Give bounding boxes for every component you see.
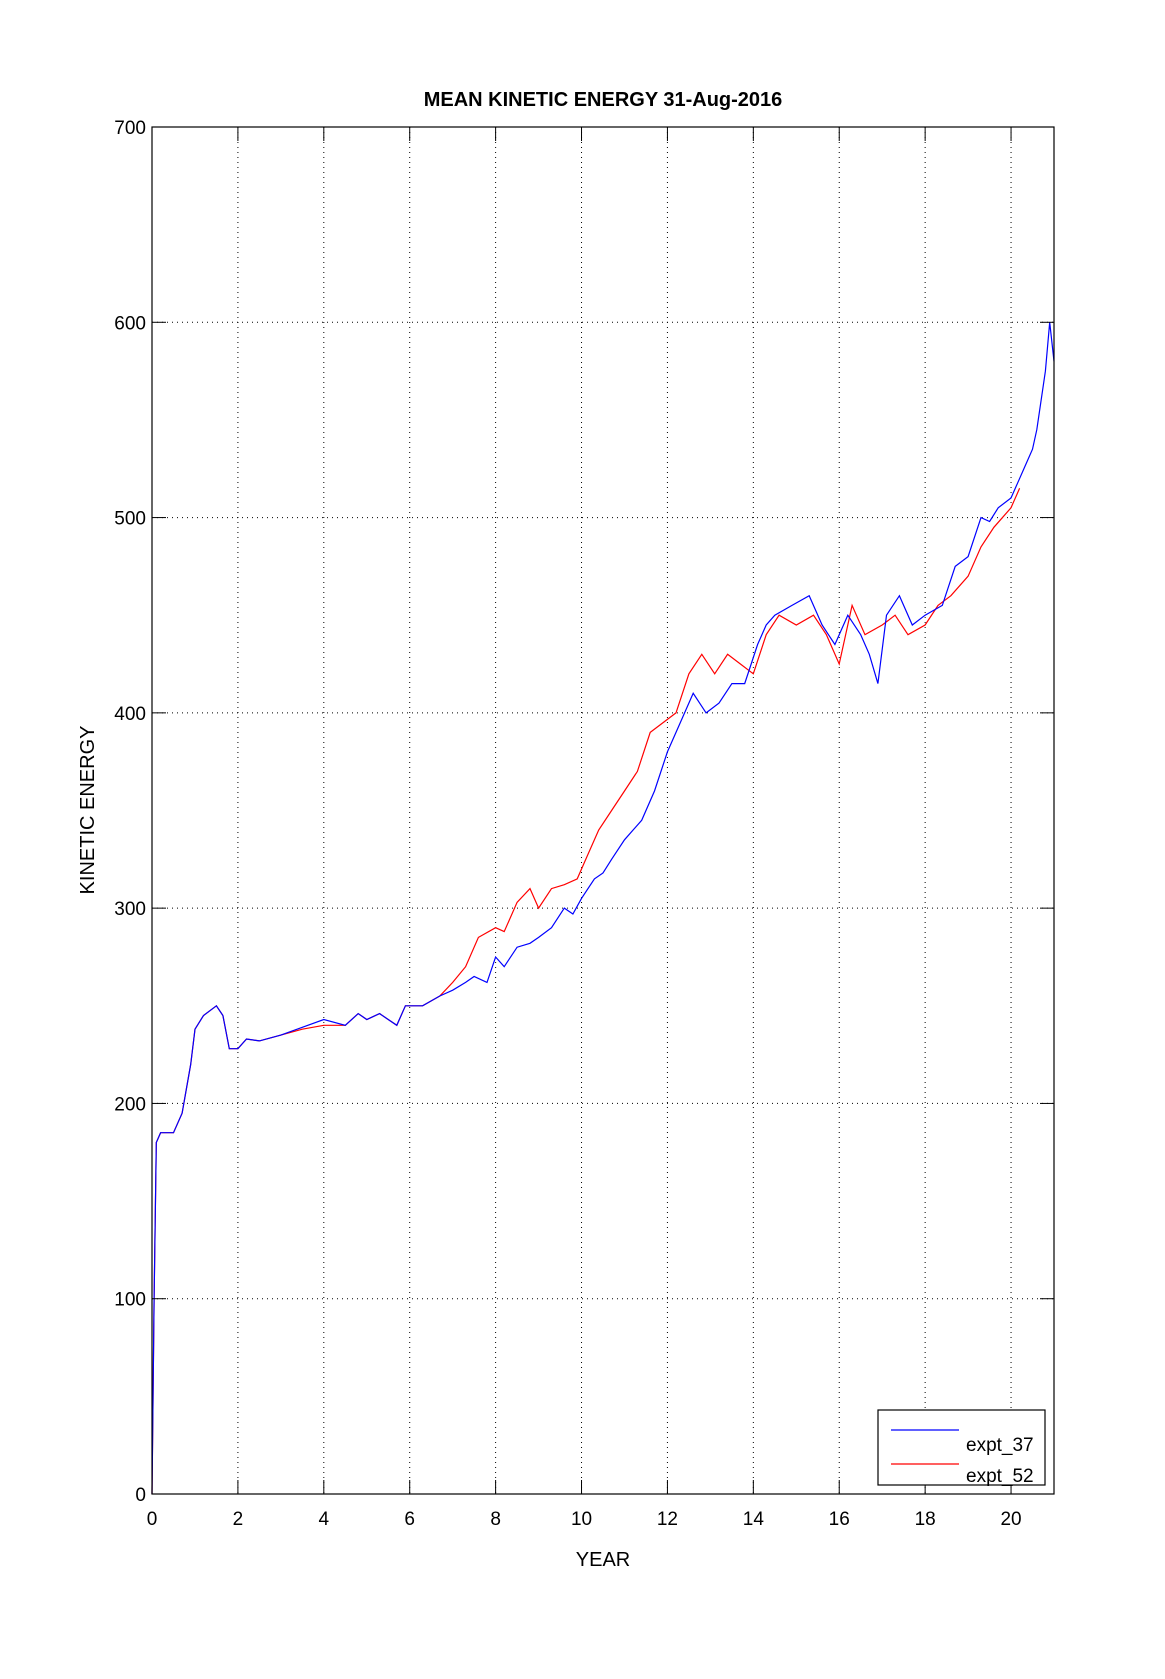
x-tick-label: 14 <box>743 1509 765 1530</box>
series-line-expt-52 <box>151 488 1021 1495</box>
legend-box <box>877 1409 1046 1486</box>
x-tick-label: 10 <box>571 1509 592 1530</box>
x-tick-label: 12 <box>657 1509 678 1530</box>
legend-label-expt-52: expt_52 <box>966 1466 1034 1487</box>
x-axis-label: YEAR <box>576 1549 630 1571</box>
y-tick-label: 400 <box>114 704 146 725</box>
x-tick-label: 6 <box>404 1509 415 1530</box>
chart-title: MEAN KINETIC ENERGY 31-Aug-2016 <box>424 89 783 111</box>
legend-label-expt-37: expt_37 <box>966 1435 1034 1456</box>
x-tick-label: 0 <box>147 1509 158 1530</box>
y-axis-label: KINETIC ENERGY <box>77 726 99 895</box>
x-tick-label: 16 <box>829 1509 850 1530</box>
plot-frame <box>151 126 1055 1495</box>
series-line-expt-37 <box>151 322 1055 1495</box>
x-tick-label: 2 <box>233 1509 244 1530</box>
grid <box>152 127 1054 1494</box>
x-tick-label: 18 <box>915 1509 936 1530</box>
legend: expt_37 expt_52 <box>877 1409 1046 1487</box>
y-tick-label: 600 <box>114 313 146 334</box>
y-tick-label: 500 <box>114 509 146 530</box>
y-tick-label: 200 <box>114 1094 146 1115</box>
y-tick-label: 300 <box>114 899 146 920</box>
series-lines <box>151 322 1055 1495</box>
y-tick-label: 100 <box>114 1290 146 1311</box>
y-tick-label: 700 <box>114 118 146 139</box>
x-tick-label: 4 <box>319 1509 330 1530</box>
x-tick-label: 20 <box>1000 1509 1021 1530</box>
x-tick-label: 8 <box>490 1509 501 1530</box>
y-tick-label: 0 <box>135 1485 146 1506</box>
